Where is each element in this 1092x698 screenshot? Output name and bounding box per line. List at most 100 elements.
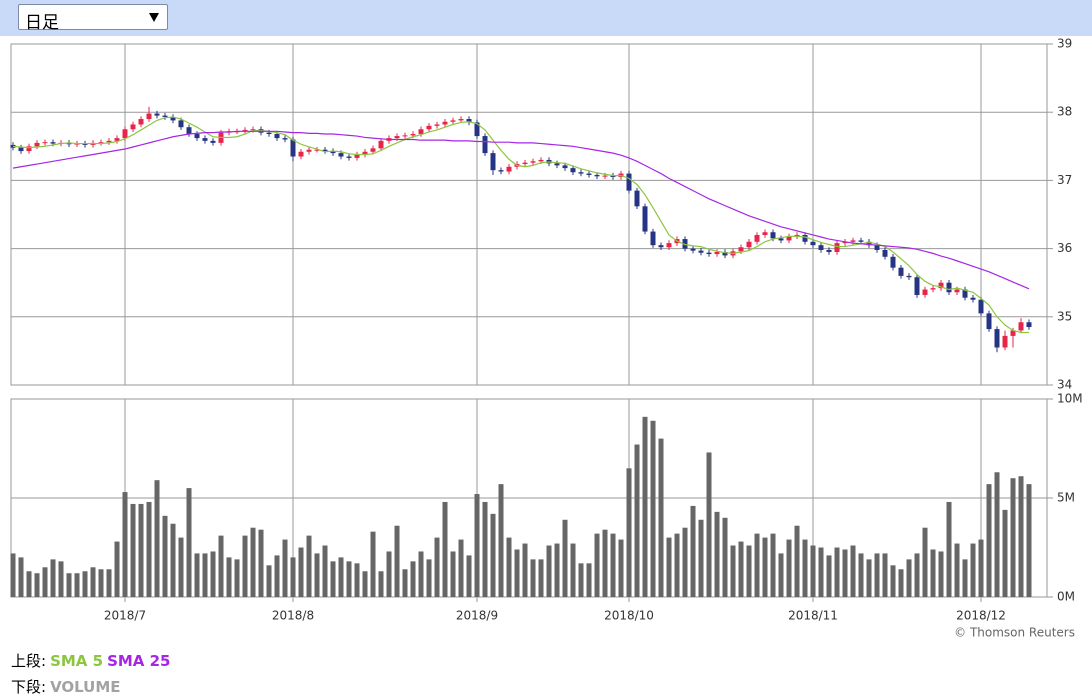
y-tick-label: 5M <box>1057 491 1075 505</box>
candle-body <box>202 138 208 141</box>
volume-bar <box>882 553 888 597</box>
candle-body <box>586 173 592 175</box>
candle-body <box>530 161 536 163</box>
volume-bar <box>418 551 424 597</box>
volume-bar <box>842 549 848 597</box>
volume-bar <box>666 537 672 597</box>
candle-body <box>554 163 560 166</box>
x-tick-label: 2018/9 <box>456 609 498 623</box>
volume-bar <box>818 547 824 597</box>
candle-body <box>394 136 400 139</box>
candle-body <box>682 239 688 249</box>
volume-bar <box>962 559 968 597</box>
volume-bar <box>442 501 448 597</box>
candle-body <box>314 149 320 151</box>
period-label: 日足 <box>25 13 59 33</box>
volume-bar <box>906 559 912 597</box>
x-tick-label: 2018/11 <box>788 609 838 623</box>
volume-bar <box>970 543 976 597</box>
volume-bar <box>954 543 960 597</box>
volume-bar <box>706 452 712 597</box>
volume-bar <box>314 553 320 597</box>
candle-body <box>570 168 576 173</box>
candle-body <box>914 277 920 295</box>
candle-body <box>34 142 40 147</box>
volume-bar <box>362 571 368 597</box>
candle-body <box>370 148 376 152</box>
candle-body <box>706 252 712 255</box>
candle-body <box>322 149 328 152</box>
candle-body <box>26 146 32 152</box>
candle-body <box>954 289 960 293</box>
volume-bar <box>138 503 144 597</box>
volume-bar <box>26 571 32 597</box>
period-select[interactable]: 日足 <box>18 4 168 33</box>
volume-bar <box>858 553 864 597</box>
volume-bar <box>634 444 640 597</box>
candle-body <box>338 153 344 157</box>
candle-body <box>402 135 408 137</box>
candle-body <box>890 256 896 268</box>
candle-body <box>522 162 528 165</box>
volume-bar <box>1026 484 1032 597</box>
candle-body <box>770 232 776 239</box>
candle-body <box>162 115 168 117</box>
candle-body <box>410 134 416 136</box>
volume-bar <box>122 492 128 597</box>
candle-body <box>834 243 840 253</box>
volume-bar <box>570 543 576 597</box>
y-tick-label: 35 <box>1057 309 1072 323</box>
candle-body <box>898 267 904 276</box>
volume-bar <box>450 551 456 597</box>
volume-bar <box>522 543 528 597</box>
sma-line <box>12 130 1030 290</box>
candle-body <box>282 138 288 140</box>
candle-body <box>178 120 184 128</box>
volume-bar <box>490 513 496 597</box>
volume-bar <box>10 553 16 597</box>
candle-body <box>98 142 104 144</box>
volume-bar <box>162 515 168 597</box>
dropdown-arrow <box>149 13 159 22</box>
plot-area <box>10 43 1048 386</box>
candle-body <box>418 129 424 135</box>
volume-bar <box>546 545 552 597</box>
candle-body <box>762 232 768 235</box>
volume-bar <box>610 533 616 597</box>
candle-body <box>466 119 472 123</box>
candle-body <box>786 236 792 241</box>
volume-bar <box>866 559 872 597</box>
candle-body <box>970 297 976 300</box>
legend-prefix: 下段: <box>11 678 47 696</box>
volume-bar <box>578 563 584 597</box>
volume-bar <box>730 545 736 597</box>
volume-bar <box>106 569 112 597</box>
volume-bar <box>850 545 856 597</box>
volume-bar <box>778 553 784 597</box>
candle-body <box>698 250 704 253</box>
volume-bar <box>794 525 800 597</box>
volume-bar <box>946 501 952 597</box>
candle-body <box>810 241 816 246</box>
volume-bar <box>202 553 208 597</box>
candle-body <box>458 119 464 121</box>
candle-body <box>658 245 664 248</box>
volume-bar <box>178 537 184 597</box>
volume-bar <box>898 569 904 597</box>
volume-bar <box>466 555 472 597</box>
candle-body <box>650 231 656 246</box>
volume-bar <box>1010 478 1016 597</box>
candle-body <box>666 243 672 248</box>
candle-body <box>938 282 944 289</box>
candle-body <box>250 129 256 131</box>
candle-body <box>1018 322 1024 331</box>
candle-body <box>922 289 928 295</box>
candle-body <box>474 122 480 137</box>
volume-bar <box>642 416 648 597</box>
volume-bar <box>890 565 896 597</box>
candle-body <box>66 142 72 145</box>
volume-bar <box>130 503 136 597</box>
candle-body <box>306 149 312 152</box>
y-tick-label: 39 <box>1057 37 1072 51</box>
